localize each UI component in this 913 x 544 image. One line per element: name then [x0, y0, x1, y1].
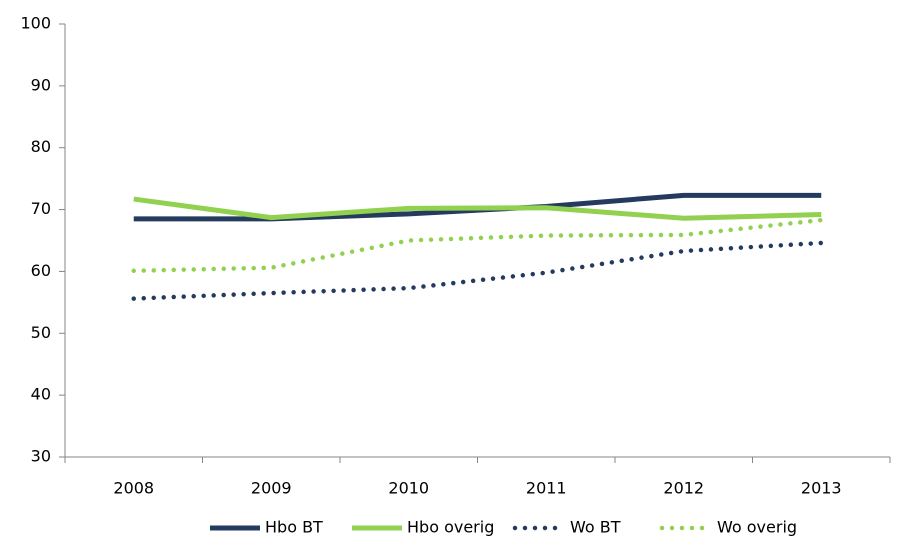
y-tick-label: 100	[20, 14, 51, 33]
y-tick-label: 30	[31, 447, 51, 466]
y-tick-label: 70	[31, 199, 51, 218]
y-tick-label: 40	[31, 385, 51, 404]
legend-label: Hbo BT	[265, 518, 323, 537]
y-tick-label: 90	[31, 75, 51, 94]
legend-label: Wo overig	[717, 518, 797, 537]
y-tick-label: 50	[31, 323, 51, 342]
legend-label: Wo BT	[570, 518, 621, 537]
y-tick-label: 80	[31, 137, 51, 156]
x-tick-label: 2010	[388, 479, 429, 498]
x-tick-label: 2008	[113, 479, 154, 498]
legend-label: Hbo overig	[407, 518, 494, 537]
x-tick-label: 2009	[251, 479, 292, 498]
y-tick-label: 60	[31, 261, 51, 280]
x-tick-label: 2011	[526, 479, 567, 498]
x-tick-label: 2012	[663, 479, 704, 498]
series-line	[133, 196, 822, 221]
x-tick-label: 2013	[801, 479, 842, 498]
series-line	[131, 240, 824, 301]
series-line	[131, 217, 824, 274]
